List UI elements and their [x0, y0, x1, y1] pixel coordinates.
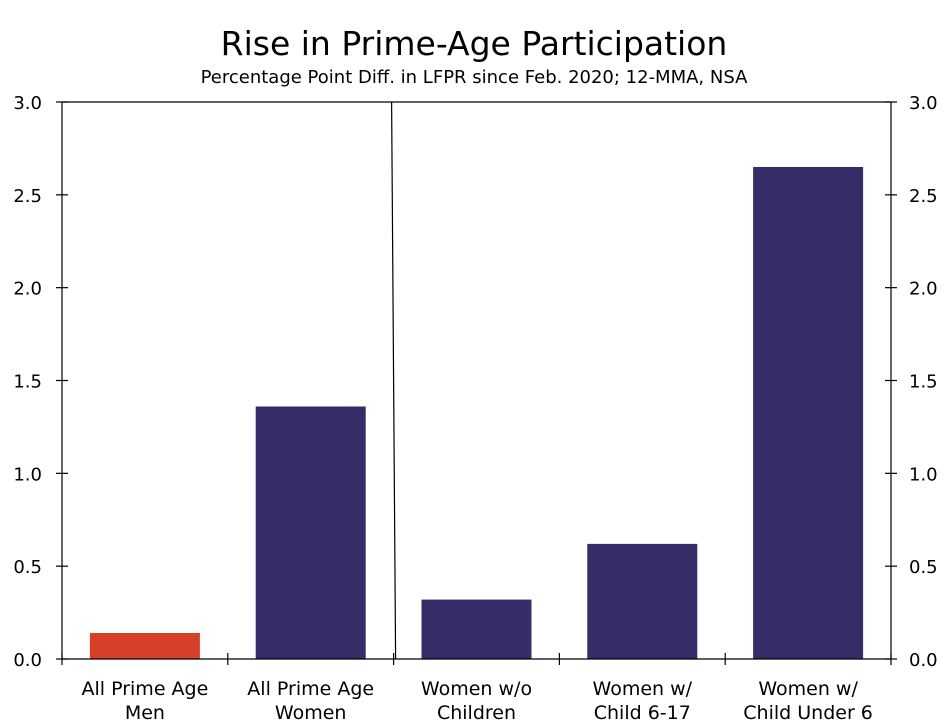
- category-label-4-0: Women w/: [758, 678, 858, 700]
- y-tick-label-left-1: 0.5: [13, 557, 42, 578]
- category-label-0-0: All Prime Age: [82, 678, 209, 700]
- category-label-1-0: All Prime Age: [247, 678, 374, 700]
- plot-area: 0.0 0.0 0.5 0.5 1.0 1.0 1.5 1.5 2.0 2.0 2.5 2.5 3.0 3…: [13, 93, 937, 724]
- bar-3: [587, 543, 698, 659]
- y-tick-label-right-3: 1.5: [909, 372, 938, 393]
- chart-subtitle: Percentage Point Diff. in LFPR since Feb…: [201, 67, 749, 88]
- chart-title: Rise in Prime-Age Participation: [221, 24, 728, 63]
- bar-0: [89, 633, 200, 659]
- category-label-1-1: Women: [275, 702, 347, 724]
- y-tick-label-right-0: 0.0: [909, 650, 938, 671]
- divider-line: [391, 101, 397, 660]
- category-label-2-0: Women w/o: [421, 678, 532, 700]
- category-label-3-0: Women w/: [593, 678, 693, 700]
- category-label-2-1: Children: [437, 702, 516, 724]
- y-tick-label-right-4: 2.0: [909, 279, 938, 300]
- y-tick-label-left-3: 1.5: [13, 372, 42, 393]
- y-tick-label-right-6: 3.0: [909, 93, 938, 114]
- y-tick-label-right-5: 2.5: [909, 186, 938, 207]
- y-tick-label-left-0: 0.0: [13, 650, 42, 671]
- y-tick-label-right-2: 1.0: [909, 464, 938, 485]
- y-tick-label-right-1: 0.5: [909, 557, 938, 578]
- category-label-0-1: Men: [125, 702, 165, 724]
- bar-4: [753, 166, 864, 659]
- y-tick-label-left-2: 1.0: [13, 464, 42, 485]
- bar-2: [421, 599, 532, 659]
- bar-1: [255, 406, 366, 659]
- y-tick-label-left-5: 2.5: [13, 186, 42, 207]
- category-label-4-1: Child Under 6: [743, 702, 873, 724]
- y-tick-label-left-6: 3.0: [13, 93, 42, 114]
- y-tick-label-left-4: 2.0: [13, 279, 42, 300]
- category-label-3-1: Child 6-17: [594, 702, 691, 724]
